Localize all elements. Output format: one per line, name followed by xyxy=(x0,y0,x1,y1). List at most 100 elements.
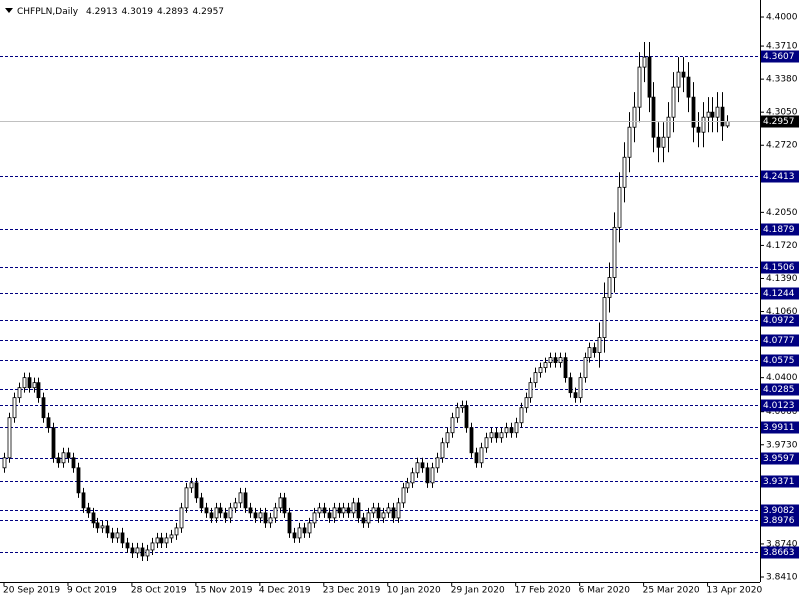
candle-body xyxy=(292,532,297,539)
candle-body xyxy=(391,507,396,519)
candle-body xyxy=(27,377,32,389)
level-label-bg xyxy=(761,287,799,300)
candle-body xyxy=(91,512,96,524)
menu-triangle[interactable] xyxy=(5,8,13,13)
x-tick-label: 6 Mar 2020 xyxy=(579,586,631,596)
x-tick-label: 15 Nov 2019 xyxy=(195,586,253,596)
candle-body xyxy=(415,462,420,474)
candle-body xyxy=(696,126,701,133)
x-tick-label: 28 Oct 2019 xyxy=(131,586,187,596)
candle-body xyxy=(287,512,292,534)
candle-body xyxy=(587,347,592,359)
candle-body xyxy=(514,422,519,434)
candle-body xyxy=(592,347,597,354)
y-tick-label: 4.3050 xyxy=(766,108,798,118)
candle-body xyxy=(691,96,696,128)
candle-body xyxy=(95,522,100,529)
candle-body xyxy=(297,527,302,539)
candle-body xyxy=(651,96,656,138)
level-label: 3.9911 xyxy=(763,423,795,433)
candle-body xyxy=(622,156,627,188)
candle-body xyxy=(179,507,184,529)
level-label: 4.0123 xyxy=(763,401,795,411)
level-label: 3.9597 xyxy=(763,454,795,464)
y-tick-label: 4.1720 xyxy=(766,241,798,251)
candle-body xyxy=(627,126,632,158)
candle-body xyxy=(386,507,391,514)
candle-body xyxy=(322,507,327,514)
candle-body xyxy=(533,372,538,384)
candle-body xyxy=(46,417,51,429)
candle-body xyxy=(484,437,489,449)
candle-body xyxy=(637,66,642,108)
y-tick-label: 4.0060 xyxy=(766,407,798,417)
candle-body xyxy=(617,186,622,228)
candle-body xyxy=(381,512,386,519)
candle-body xyxy=(130,547,135,554)
candle-body xyxy=(209,512,214,519)
candle-body xyxy=(278,497,283,509)
y-tick-label: 4.2050 xyxy=(766,208,798,218)
candle-body xyxy=(356,502,361,519)
candle-body xyxy=(238,492,243,504)
price-label-bg xyxy=(761,115,799,128)
candle-body xyxy=(263,512,268,524)
candle-body xyxy=(282,497,287,514)
candle-body xyxy=(332,507,337,519)
level-label: 4.0777 xyxy=(763,336,795,346)
candle-body xyxy=(573,392,578,399)
header-open: 4.2913 xyxy=(86,7,118,17)
candle-body xyxy=(632,106,637,128)
candle-body xyxy=(671,86,676,118)
candle-body xyxy=(22,377,27,389)
level-label-bg xyxy=(761,261,799,274)
candle-body xyxy=(401,487,406,504)
candle-body xyxy=(312,512,317,524)
candle-body xyxy=(223,512,228,519)
candle-body xyxy=(214,507,219,519)
candle-body xyxy=(445,432,450,444)
candle-body xyxy=(450,417,455,434)
candle-body xyxy=(302,527,307,534)
candle-body xyxy=(681,71,686,78)
candle-body xyxy=(553,357,558,364)
candle-body xyxy=(86,507,91,514)
candle-body xyxy=(204,507,209,514)
candle-body xyxy=(81,492,86,509)
x-tick-label: 17 Feb 2020 xyxy=(515,586,571,596)
candle-body xyxy=(435,457,440,469)
candle-body xyxy=(725,121,730,127)
candle-body xyxy=(661,136,666,148)
y-tick-label: 4.4000 xyxy=(766,13,798,23)
y-tick-label: 4.2720 xyxy=(766,141,798,151)
level-label: 4.0285 xyxy=(763,385,795,395)
level-label: 4.0575 xyxy=(763,356,795,366)
candle-body xyxy=(612,226,617,278)
candle-body xyxy=(71,457,76,469)
candle-body xyxy=(706,111,711,118)
candle-body xyxy=(479,447,484,464)
candle-body xyxy=(248,507,253,514)
level-label: 3.8976 xyxy=(763,516,795,526)
candle-body xyxy=(666,116,671,138)
candle-body xyxy=(66,452,71,459)
candle-body xyxy=(686,76,691,98)
price-label: 4.2957 xyxy=(763,117,795,127)
candle-body xyxy=(41,397,46,419)
candle-body xyxy=(597,337,602,354)
candle-body xyxy=(337,507,342,514)
candle-body xyxy=(405,482,410,489)
candle-body xyxy=(105,525,110,534)
candle-body xyxy=(499,432,504,439)
level-label-bg xyxy=(761,452,799,465)
candle-body xyxy=(184,487,189,509)
candle-body xyxy=(164,537,169,544)
candle-body xyxy=(602,297,607,338)
candle-body xyxy=(174,527,179,536)
candle-body xyxy=(327,512,332,519)
level-label: 3.9371 xyxy=(763,477,795,487)
level-label-bg xyxy=(761,546,799,559)
x-tick-label: 4 Dec 2019 xyxy=(259,586,311,596)
candle-body xyxy=(474,452,479,464)
level-label: 3.8663 xyxy=(763,548,795,558)
